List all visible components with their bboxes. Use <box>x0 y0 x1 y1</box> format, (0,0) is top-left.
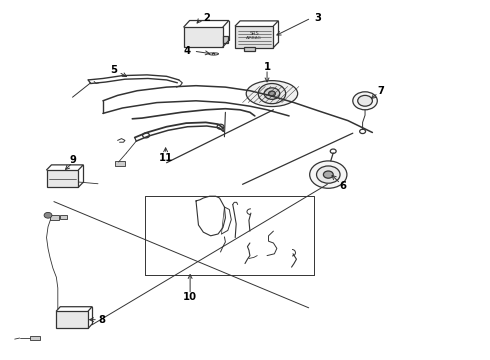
Text: 3: 3 <box>314 13 321 23</box>
Circle shape <box>317 166 340 183</box>
Text: 4: 4 <box>184 46 191 56</box>
Text: 2: 2 <box>203 13 210 23</box>
Bar <box>244 47 255 51</box>
Text: 1: 1 <box>264 62 270 72</box>
Circle shape <box>330 149 336 153</box>
Circle shape <box>358 95 372 106</box>
Bar <box>47 170 78 187</box>
Text: 5: 5 <box>110 65 117 75</box>
Bar <box>30 336 40 340</box>
Bar <box>184 27 223 47</box>
Text: 7: 7 <box>378 86 385 96</box>
Text: AIRBAG: AIRBAG <box>246 36 262 40</box>
Text: 8: 8 <box>98 315 105 325</box>
Circle shape <box>143 133 149 138</box>
Circle shape <box>44 212 52 218</box>
Text: 6: 6 <box>340 181 346 192</box>
Circle shape <box>360 129 366 134</box>
Circle shape <box>310 161 347 188</box>
Text: 10: 10 <box>183 292 197 302</box>
Text: 11: 11 <box>158 153 173 163</box>
Bar <box>115 161 125 166</box>
Circle shape <box>264 88 280 99</box>
Text: 9: 9 <box>69 155 76 165</box>
Circle shape <box>217 124 224 129</box>
Bar <box>235 26 273 48</box>
Circle shape <box>269 91 275 96</box>
Bar <box>60 215 67 219</box>
Circle shape <box>353 92 377 110</box>
Bar <box>50 215 59 220</box>
Ellipse shape <box>246 81 298 107</box>
Bar <box>223 36 228 43</box>
Text: SRS: SRS <box>249 31 259 36</box>
Circle shape <box>258 84 286 104</box>
Bar <box>56 311 88 328</box>
Circle shape <box>323 171 333 178</box>
